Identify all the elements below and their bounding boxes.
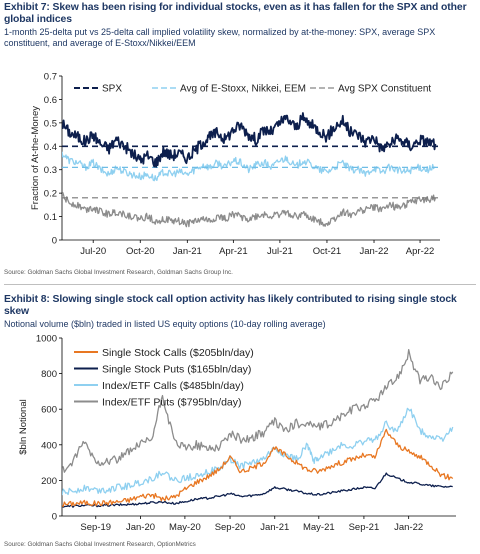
y-tick-label: 400 (41, 440, 57, 451)
x-tick-label: May-21 (303, 522, 335, 533)
y-tick-label: 600 (41, 405, 57, 416)
series-line-avg-spx-constituent (62, 191, 437, 228)
x-tick-label: Oct-20 (126, 246, 155, 257)
x-tick-label: Jul-21 (267, 246, 293, 257)
divider (4, 284, 476, 285)
x-tick-label: Oct-21 (313, 246, 342, 257)
legend-item-index-etf-puts-795bln-day: Index/ETF Puts ($795bln/day) (74, 396, 242, 408)
legend-label: SPX (102, 84, 122, 95)
y-tick-label: 0.5 (44, 118, 57, 129)
exhibit-8-subtitle: Notional volume ($bln) traded in listed … (4, 319, 326, 329)
legend-item-avg-spx-constituent: Avg SPX Constituent (310, 84, 431, 95)
x-tick-label: Jan-22 (359, 246, 388, 257)
y-tick-label: 1000 (36, 334, 57, 345)
y-tick-label: 0 (52, 236, 57, 247)
y-tick-label: 0.7 (44, 72, 57, 83)
x-tick-label: Apr-22 (406, 246, 435, 257)
series-line-single-stock-puts-165bln-day (62, 472, 453, 508)
legend-item-avg-of-e-stoxx-nikkei-eem: Avg of E-Stoxx, Nikkei, EEM (152, 84, 306, 95)
legend-label: Avg SPX Constituent (338, 84, 431, 95)
series-line-single-stock-calls-205bln-day (62, 428, 454, 507)
option-volume-chart: 0 200 400 600 800 1000 Sep-19 Jan-20 May-20 Sep-2… (18, 334, 456, 533)
skew-chart: 0 0.1 0.2 0.3 0.4 0.5 0.6 0.7 Jul-20 Oct-20 Jan-21… (30, 72, 440, 257)
legend-label: Single Stock Puts ($165bln/day) (102, 363, 251, 375)
legend-item-spx: SPX (74, 84, 122, 95)
y-tick-label: 0.3 (44, 165, 57, 176)
exhibit-7-subtitle: 1-month 25-delta put vs 25-delta call im… (4, 27, 436, 48)
legend-item-single-stock-puts-165bln-day: Single Stock Puts ($165bln/day) (74, 363, 251, 375)
x-tick-label: Sep-19 (80, 522, 111, 533)
x-tick-label: Jul-20 (80, 246, 106, 257)
legend-label: Single Stock Calls ($205bln/day) (102, 347, 254, 359)
x-tick-label: Jan-21 (173, 246, 202, 257)
x-tick-label: Apr-21 (219, 246, 248, 257)
series-line-spx (62, 112, 437, 168)
legend-item-index-etf-calls-485bln-day: Index/ETF Calls ($485bln/day) (74, 380, 244, 392)
x-tick-label: May-20 (169, 522, 201, 533)
exhibit-8: Exhibit 8: Slowing single stock call opt… (4, 294, 476, 552)
exhibit-7-source: Source: Goldman Sachs Global Investment … (4, 269, 233, 276)
x-tick-label: Jan-22 (394, 522, 423, 533)
y-axis-label: Fraction of At-the-Money (30, 106, 41, 210)
legend-label: Index/ETF Calls ($485bln/day) (102, 380, 244, 392)
series-line-avg-of-e-stoxx-nikkei-eem (62, 151, 436, 182)
series-line-index-etf-calls-485bln-day (62, 407, 454, 496)
y-tick-label: 0.2 (44, 189, 57, 200)
legend-label: Avg of E-Stoxx, Nikkei, EEM (180, 84, 306, 95)
x-tick-label: Sep-20 (215, 522, 246, 533)
legend-item-single-stock-calls-205bln-day: Single Stock Calls ($205bln/day) (74, 347, 254, 359)
y-tick-label: 800 (41, 369, 57, 380)
legend-label: Index/ETF Puts ($795bln/day) (102, 396, 242, 408)
y-tick-label: 0.1 (44, 212, 57, 223)
exhibit-8-title: Exhibit 8: Slowing single stock call opt… (4, 294, 457, 317)
series-line-index-etf-puts-795bln-day (62, 348, 454, 473)
exhibit-8-source: Source: Goldman Sachs Global Investment … (4, 541, 196, 548)
x-tick-label: Jan-20 (126, 522, 155, 533)
y-tick-label: 200 (41, 476, 57, 487)
exhibit-7: Exhibit 7: Skew has been rising for indi… (4, 2, 476, 292)
y-axis-label: $bln Notional (18, 399, 29, 454)
y-tick-label: 0.4 (44, 142, 57, 153)
exhibit-7-title: Exhibit 7: Skew has been rising for indi… (4, 2, 467, 25)
x-tick-label: Jan-21 (260, 522, 289, 533)
y-tick-label: 0.6 (44, 95, 57, 106)
x-tick-label: Sep-21 (349, 522, 380, 533)
y-tick-label: 0 (52, 512, 57, 523)
